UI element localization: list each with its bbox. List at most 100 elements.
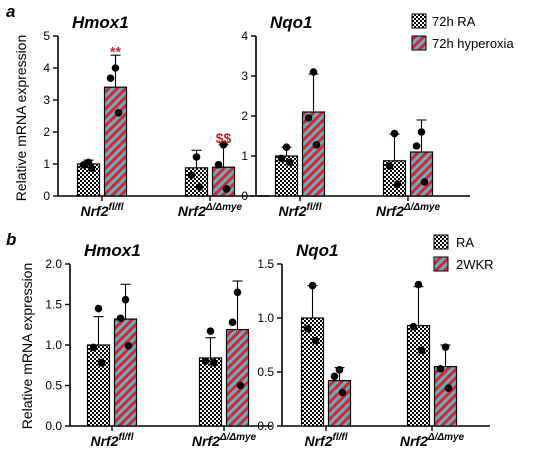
y-tick-label: 2: [43, 125, 50, 139]
data-point: [206, 327, 215, 336]
data-point: [233, 288, 242, 297]
data-point: [441, 343, 450, 351]
y-tick-label: 3: [43, 93, 50, 107]
x-tick-label: Nrf2fl/fl: [304, 432, 347, 449]
legend-label-2wkr: 2WKR: [456, 257, 494, 272]
data-point: [285, 158, 294, 167]
x-tick-label: Nrf2Δ/Δmye: [400, 432, 465, 449]
legend-label-ra-72h: 72h RA: [432, 14, 476, 29]
x-tick-label: Nrf2Δ/Δmye: [192, 432, 257, 449]
data-point: [282, 143, 291, 151]
x-tick-label: Nrf2fl/fl: [80, 202, 123, 219]
bar-treatment: [409, 151, 434, 197]
data-point: [209, 359, 218, 367]
y-tick-label: 4: [241, 29, 248, 43]
data-point: [187, 171, 196, 179]
data-point: [309, 68, 318, 76]
data-point: [417, 346, 426, 355]
chart-title: Nqo1: [296, 241, 339, 260]
data-point: [111, 64, 120, 72]
data-point: [308, 281, 317, 290]
data-point: [236, 381, 245, 390]
data-point: [312, 141, 321, 149]
y-tick-label: 0.0: [45, 419, 62, 433]
charts-layer: Hmox1 Relative mRNA expression 0 1 2 3 4 5 Nrf2f…: [13, 13, 490, 449]
x-tick-label: Nrf2Δ/Δmye: [376, 202, 441, 219]
data-point: [330, 372, 339, 381]
data-point: [89, 343, 98, 352]
y-tick-label: 2: [241, 109, 248, 123]
y-tick-label: 4: [43, 61, 50, 75]
data-point: [393, 180, 402, 188]
data-point: [79, 161, 88, 169]
data-point: [106, 74, 115, 83]
panel-label-b: b: [6, 230, 16, 249]
y-tick-label: 2.0: [45, 257, 62, 271]
data-point: [412, 142, 421, 150]
chart-title: Hmox1: [72, 13, 129, 32]
y-tick-label: 0.5: [257, 365, 274, 379]
y-tick-label: 0: [43, 189, 50, 203]
bar-control: [198, 357, 223, 427]
bar-treatment: [113, 318, 138, 427]
legend-swatch-2wkr: [433, 256, 449, 272]
legend-label-hyperoxia-72h: 72h hyperoxia: [432, 36, 514, 51]
data-point: [417, 128, 426, 136]
x-tick-label-superscript: Δ/Δmye: [403, 202, 441, 213]
data-point: [277, 154, 286, 163]
data-point: [116, 314, 125, 323]
data-point: [121, 295, 130, 304]
data-point: [87, 164, 96, 173]
data-point: [222, 185, 231, 193]
legend-swatch-ra: [433, 234, 449, 250]
y-tick-label: 1.0: [257, 311, 274, 325]
data-point: [192, 153, 201, 161]
x-tick-label-superscript: fl/fl: [109, 202, 124, 213]
legend-label-ra: RA: [456, 235, 474, 250]
data-point: [124, 342, 133, 350]
y-tick-label: 5: [43, 29, 50, 43]
data-point: [385, 162, 394, 170]
y-axis-label: Relative mRNA expression: [19, 263, 35, 430]
chart-title: Hmox1: [84, 241, 141, 260]
data-point: [444, 384, 453, 393]
data-point: [228, 318, 237, 327]
data-point: [420, 178, 429, 186]
y-tick-label: 3: [241, 69, 248, 83]
significance-annotation: $$: [216, 130, 232, 146]
significance-annotation: **: [110, 43, 121, 59]
bar-treatment: [301, 111, 326, 197]
data-point: [409, 322, 418, 331]
bar-treatment: [103, 86, 128, 197]
x-tick-label: Nrf2fl/fl: [90, 432, 133, 449]
panel-label-a: a: [6, 2, 15, 21]
bar-treatment: [433, 366, 458, 427]
y-tick-label: 1: [241, 149, 248, 163]
x-tick-label-superscript: fl/fl: [307, 202, 322, 213]
data-point: [219, 141, 228, 149]
data-point: [201, 357, 210, 366]
legend-swatch-hyperoxia-72h: [411, 35, 427, 51]
data-point: [304, 114, 313, 122]
bar-control: [406, 324, 431, 427]
x-tick-label-superscript: fl/fl: [119, 432, 134, 443]
x-tick-label-superscript: fl/fl: [333, 432, 348, 443]
y-axis-label: Relative mRNA expression: [13, 35, 29, 202]
chart-title: Nqo1: [270, 13, 313, 32]
x-tick-label-superscript: Δ/Δmye: [427, 432, 465, 443]
data-point: [311, 336, 320, 345]
bar-treatment: [225, 329, 250, 427]
data-point: [436, 364, 445, 373]
data-point: [303, 325, 312, 333]
y-tick-label: 1.0: [45, 338, 62, 352]
bar-control: [184, 167, 209, 197]
bar-control: [300, 317, 325, 427]
x-tick-label: Nrf2fl/fl: [278, 202, 321, 219]
data-point: [214, 160, 223, 169]
y-tick-label: 1: [43, 157, 50, 171]
bar-treatment: [211, 166, 236, 197]
y-tick-label: 1.5: [257, 257, 274, 271]
bar-treatment: [327, 380, 352, 427]
y-tick-label: 0: [241, 189, 248, 203]
